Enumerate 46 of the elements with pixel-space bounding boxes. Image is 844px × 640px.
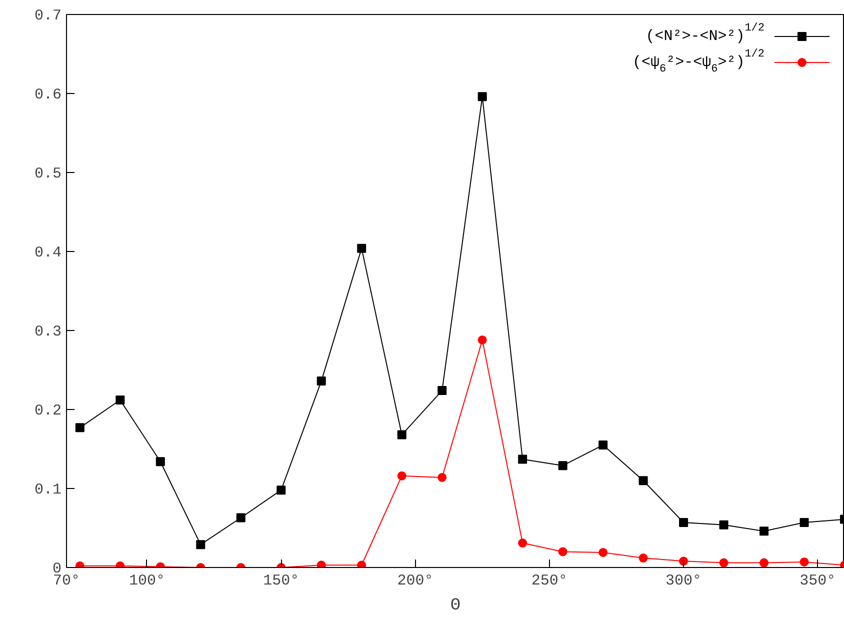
- point: [719, 558, 728, 568]
- point: [760, 558, 769, 568]
- point: [156, 457, 165, 466]
- x-tick-label: 350°: [800, 572, 836, 590]
- point: [638, 476, 648, 486]
- point: [397, 471, 406, 480]
- y-tick-label: 0.5: [34, 166, 62, 182]
- x-tick-label: 100°: [128, 572, 165, 590]
- point: [357, 560, 366, 568]
- y-tick-label: 0.3: [34, 324, 62, 340]
- point: [316, 560, 326, 568]
- point: [719, 520, 728, 530]
- point: [196, 540, 206, 550]
- y-tick-label: 0.7: [34, 8, 62, 24]
- point: [478, 335, 487, 344]
- point: [316, 376, 326, 386]
- point: [75, 423, 84, 432]
- point: [276, 486, 286, 495]
- y-tick-label: 0.2: [34, 402, 62, 420]
- point: [116, 396, 125, 405]
- point: [800, 518, 809, 527]
- point: [760, 526, 769, 536]
- point: [438, 472, 447, 482]
- point: [800, 557, 809, 566]
- x-axis-title: Θ: [450, 596, 461, 616]
- point: [598, 548, 608, 557]
- point: [638, 554, 648, 563]
- point: [518, 454, 528, 464]
- point: [357, 244, 366, 253]
- y-tick-label: 0.6: [34, 86, 62, 104]
- point: [236, 513, 246, 522]
- point: [679, 556, 688, 566]
- x-tick-label: 150°: [263, 572, 300, 590]
- x-tick-label: 200°: [397, 572, 434, 590]
- point: [518, 538, 528, 548]
- point: [558, 547, 568, 556]
- point: [438, 386, 447, 396]
- x-tick-label: 300°: [666, 572, 702, 590]
- y-tick-label: 0.4: [34, 244, 62, 262]
- point: [397, 430, 406, 440]
- point: [598, 440, 608, 450]
- x-tick-label: 250°: [531, 572, 568, 590]
- y-tick-label: 0.1: [34, 482, 62, 498]
- point: [558, 461, 568, 470]
- point: [478, 92, 487, 102]
- point: [679, 518, 688, 527]
